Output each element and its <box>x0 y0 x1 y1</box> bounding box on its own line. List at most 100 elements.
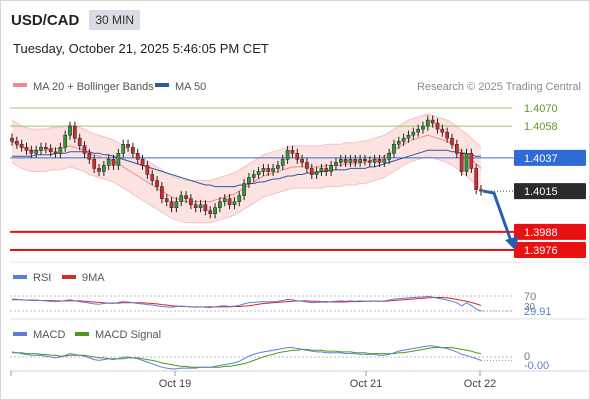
candle-body <box>305 162 309 169</box>
candle-body <box>34 150 39 154</box>
candle-body <box>106 159 111 166</box>
chart-datetime: Tuesday, October 21, 2025 5:46:05 PM CET <box>13 41 269 56</box>
candle-body <box>319 168 324 172</box>
bollinger-swatch <box>13 83 27 87</box>
candle-body <box>387 153 391 160</box>
candle-body <box>372 159 377 163</box>
support-label: 1.3988 <box>524 227 558 239</box>
bollinger-upper <box>11 113 482 181</box>
candle-body <box>53 151 58 154</box>
candle-body <box>97 168 101 172</box>
candle-body <box>329 165 333 172</box>
candle-body <box>169 201 174 208</box>
chart-header: USD/CAD 30 MIN <box>11 8 141 32</box>
candle-body <box>300 159 304 163</box>
rsi-ma-line <box>12 297 482 308</box>
candle-body <box>474 168 479 190</box>
ma50-swatch <box>155 83 169 87</box>
candle-body <box>150 174 155 181</box>
rsi-legend: RSI 9MA <box>13 272 105 284</box>
candle-body <box>116 153 121 166</box>
candle-body <box>430 119 435 124</box>
candle-body <box>237 195 242 202</box>
candle-body <box>198 204 203 208</box>
candle-body <box>77 137 82 147</box>
macd-line <box>11 345 482 370</box>
candle-body <box>68 125 72 136</box>
forecast-arrow-head <box>505 236 519 250</box>
candle-body <box>406 134 411 139</box>
rsi-level-label: 70 <box>524 291 536 303</box>
ma50-legend-label: MA 50 <box>175 81 206 93</box>
candle-body <box>227 198 232 205</box>
candle-body <box>382 159 387 163</box>
candle-body <box>353 159 358 163</box>
macd-panel: 0-0.00 <box>10 345 549 372</box>
candle-body <box>82 145 87 154</box>
candle-body <box>87 153 92 160</box>
pivot-label: 1.4037 <box>524 153 558 165</box>
time-axis-label: Oct 22 <box>464 378 496 390</box>
candle-body <box>464 153 469 172</box>
candle-body <box>348 159 353 163</box>
candle-body <box>454 144 459 154</box>
candle-body <box>479 189 483 192</box>
candle-body <box>92 159 97 169</box>
candle-body <box>203 204 208 211</box>
candle-body <box>242 183 246 196</box>
rsi-swatch <box>13 275 27 279</box>
time-axis: Oct 19 Oct 21 Oct 22 <box>10 371 496 390</box>
candle-body <box>411 131 416 136</box>
rsi-line <box>11 295 482 312</box>
ma50-line <box>12 149 481 188</box>
candle-body <box>189 198 193 205</box>
candle-body <box>160 186 164 199</box>
candle-body <box>208 210 213 214</box>
candle-body <box>218 201 222 208</box>
candle-body <box>367 160 372 163</box>
candle-body <box>285 150 290 160</box>
support-label-box <box>514 242 586 258</box>
candle-body <box>247 177 251 184</box>
macd-swatch <box>13 332 27 336</box>
candle-body <box>295 153 300 160</box>
candle-body <box>421 125 425 130</box>
candle-body <box>179 195 184 202</box>
candle-body <box>338 159 343 163</box>
candle-body <box>14 140 19 145</box>
candle-body <box>19 144 24 148</box>
macd-signal-legend-label: MACD Signal <box>95 329 161 341</box>
candle-body <box>63 134 68 148</box>
candle-body <box>440 128 445 133</box>
candle-body <box>261 168 266 172</box>
rsi-level-label: 30 <box>524 302 536 313</box>
macd-legend-label: MACD <box>33 329 65 341</box>
candle-body <box>135 153 140 160</box>
candle-body <box>469 153 474 169</box>
candle-body <box>251 174 256 178</box>
candle-body <box>39 147 43 151</box>
candle-body <box>140 159 145 166</box>
candle-body <box>29 150 34 154</box>
rsi-ma-swatch <box>62 275 76 279</box>
candle-body <box>309 168 314 175</box>
current-price-box <box>514 183 586 200</box>
candle-body <box>343 159 348 163</box>
candle-body <box>102 165 106 172</box>
support-label-box <box>514 223 586 240</box>
candle-body <box>222 198 227 202</box>
candle-body <box>396 140 401 145</box>
candle-body <box>58 147 63 154</box>
candle-body <box>334 162 338 166</box>
forecast-arrow <box>482 189 514 245</box>
candle-body <box>435 122 440 130</box>
candle-body <box>73 125 77 139</box>
candle-body <box>184 195 188 199</box>
candle-body <box>111 159 116 166</box>
candle-body <box>314 171 319 175</box>
candle-body <box>271 168 275 172</box>
timeframe-badge[interactable]: 30 MIN <box>89 10 141 30</box>
candle-body <box>232 201 237 205</box>
